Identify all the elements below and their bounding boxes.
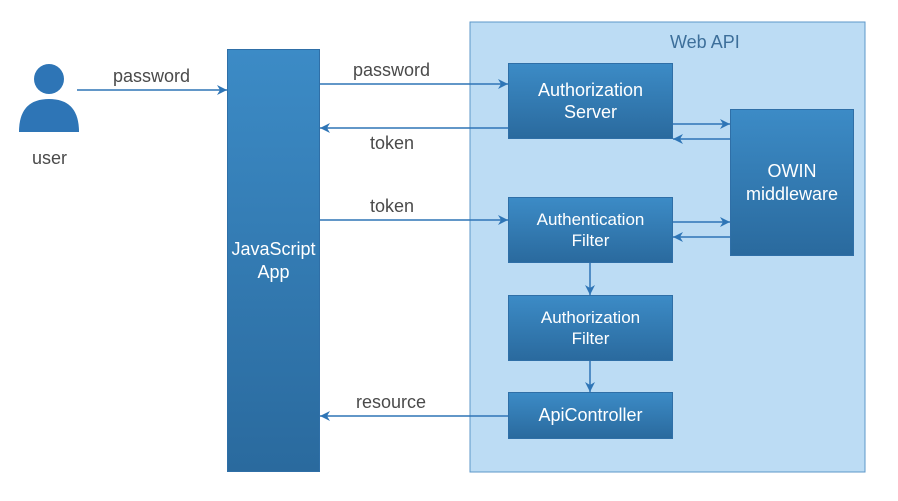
node-auth-srv: AuthorizationServer — [508, 63, 673, 139]
user-icon-head — [34, 64, 64, 94]
edge-label-authsrv-to-js: token — [370, 133, 414, 154]
node-authn: AuthenticationFilter — [508, 197, 673, 263]
edge-label-api-to-js: resource — [356, 392, 426, 413]
webapi-container-label: Web API — [670, 32, 740, 53]
user-label: user — [32, 148, 67, 169]
node-owin: OWINmiddleware — [730, 109, 854, 256]
node-api-ctrl: ApiController — [508, 392, 673, 439]
user-icon — [19, 64, 79, 132]
user-icon-body — [19, 99, 79, 132]
node-js-app: JavaScriptApp — [227, 49, 320, 472]
edge-label-js-to-authn: token — [370, 196, 414, 217]
edge-label-js-to-authsrv: password — [353, 60, 430, 81]
edge-label-user-to-js: password — [113, 66, 190, 87]
node-authz: AuthorizationFilter — [508, 295, 673, 361]
